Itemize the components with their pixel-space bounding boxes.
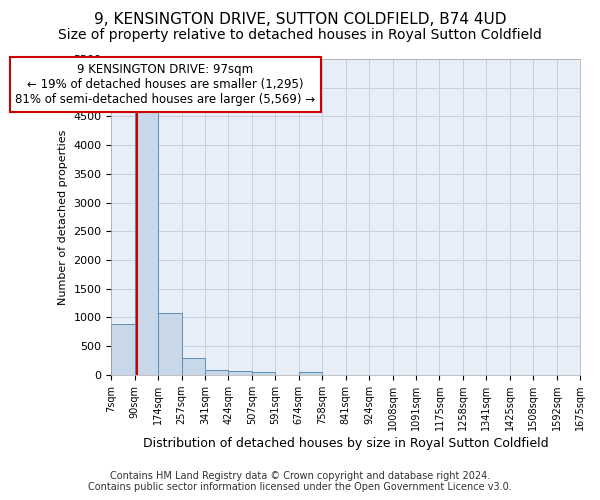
Text: 9, KENSINGTON DRIVE, SUTTON COLDFIELD, B74 4UD: 9, KENSINGTON DRIVE, SUTTON COLDFIELD, B… [94,12,506,28]
Bar [299,372,322,375]
X-axis label: Distribution of detached houses by size in Royal Sutton Coldfield: Distribution of detached houses by size … [143,437,548,450]
Bar [229,370,252,375]
Bar [111,324,134,375]
Bar [205,370,229,375]
Text: 9 KENSINGTON DRIVE: 97sqm
← 19% of detached houses are smaller (1,295)
81% of se: 9 KENSINGTON DRIVE: 97sqm ← 19% of detac… [16,63,316,106]
Text: Size of property relative to detached houses in Royal Sutton Coldfield: Size of property relative to detached ho… [58,28,542,42]
Bar [252,372,275,375]
Text: Contains HM Land Registry data © Crown copyright and database right 2024.
Contai: Contains HM Land Registry data © Crown c… [88,471,512,492]
Y-axis label: Number of detached properties: Number of detached properties [58,129,68,304]
Bar [158,314,182,375]
Bar [134,112,158,375]
Bar [182,358,205,375]
